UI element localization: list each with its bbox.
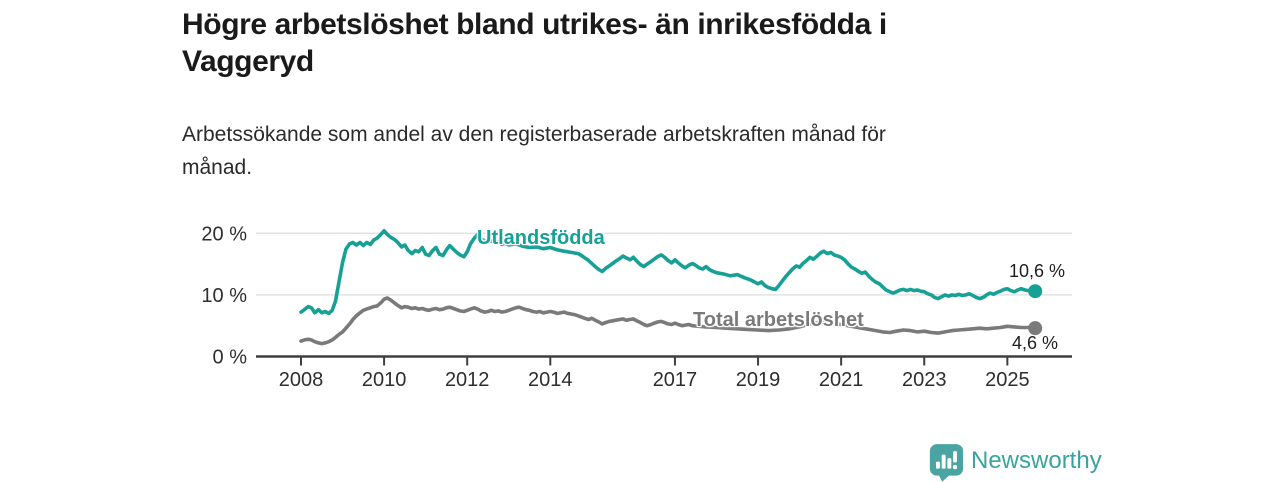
newsworthy-logo-icon: [929, 444, 964, 482]
series-line-1: [299, 296, 1037, 346]
x-tick-label-2025: 2025: [985, 369, 1030, 391]
x-tick-label-2014: 2014: [528, 369, 573, 391]
x-tick-label-2021: 2021: [819, 369, 864, 391]
newsworthy-wordmark: Newsworthy: [971, 447, 1102, 474]
x-tick-label-2023: 2023: [902, 369, 947, 391]
x-tick-label-2008: 2008: [279, 369, 324, 391]
series-line-0: [299, 229, 1037, 316]
y-tick-label-20: 20 %: [201, 223, 247, 245]
chart-subtitle-line1: Arbetssökande som andel av den registerb…: [182, 123, 886, 146]
series-end-dot-1: [1028, 321, 1043, 336]
y-tick-label-10: 10 %: [201, 285, 247, 307]
x-tick-label-2012: 2012: [445, 369, 490, 391]
series-label-utlandsfodda: Utlandsfödda: [477, 227, 605, 249]
page-title: Högre arbetslöshet bland utrikes- än inr…: [182, 6, 1062, 80]
series-label-total-arbetsloshet: Total arbetslöshet: [693, 309, 864, 331]
end-value-utlandsfodda: 10,6 %: [1008, 261, 1065, 281]
y-tick-label-0: 0 %: [213, 347, 248, 369]
chart-subtitle-line2: månad.: [182, 156, 253, 179]
chart-subtitle: Arbetssökande som andel av den registerb…: [182, 118, 1082, 184]
page-title-line1: Högre arbetslöshet bland utrikes- än inr…: [182, 8, 887, 41]
page-title-line2: Vaggeryd: [182, 45, 314, 78]
series-end-dot-0: [1028, 284, 1043, 299]
end-value-total-arbetsloshet: 4,6 %: [1011, 333, 1058, 353]
x-tick-label-2017: 2017: [653, 369, 698, 391]
x-tick-label-2019: 2019: [736, 369, 781, 391]
x-tick-label-2010: 2010: [362, 369, 407, 391]
